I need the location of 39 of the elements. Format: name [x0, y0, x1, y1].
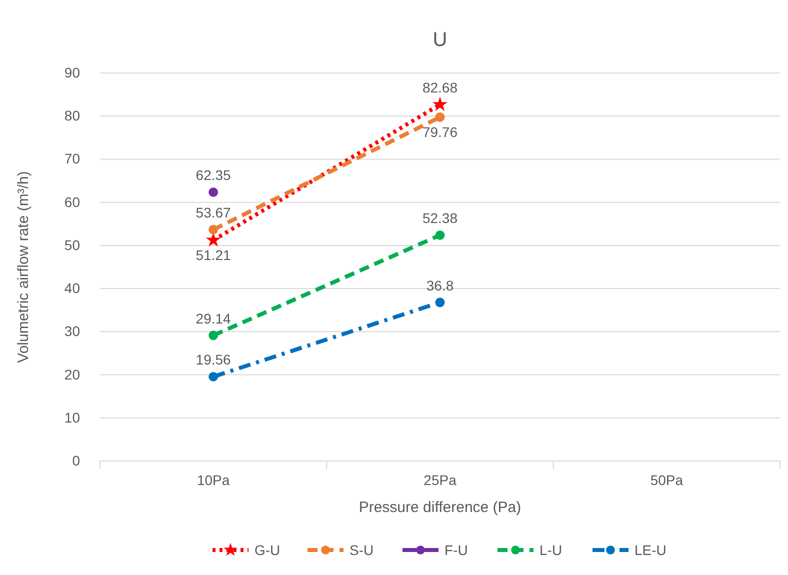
point [208, 187, 218, 197]
x-axis-title: Pressure difference (Pa) [358, 499, 522, 516]
y-tick-label: 30 [64, 323, 80, 340]
point [435, 298, 445, 308]
data-label: 36.8 [426, 277, 454, 294]
data-label: 82.68 [422, 80, 458, 96]
y-tick-label: 10 [64, 409, 80, 426]
y-tick-label: 0 [72, 452, 80, 468]
data-label: 53.67 [196, 204, 232, 221]
y-tick-label: 90 [64, 64, 80, 80]
data-label: 62.35 [196, 167, 232, 184]
legend-label: S-U [350, 542, 374, 558]
point [432, 96, 448, 111]
x-tick-label: 25Pa [424, 472, 457, 488]
point [206, 232, 221, 247]
y-tick-label: 40 [64, 280, 80, 296]
data-label: 79.76 [422, 124, 458, 140]
legend-label: F-U [444, 542, 468, 558]
y-tick-label: 50 [64, 236, 80, 253]
y-tick-label: 70 [64, 150, 80, 167]
legend-label: LE-U [634, 542, 666, 558]
point [435, 112, 445, 122]
point [208, 224, 218, 234]
point [435, 230, 445, 240]
data-label: 29.14 [196, 310, 232, 326]
chart-title: U [432, 29, 448, 51]
x-tick-label: 10Pa [196, 472, 230, 488]
y-tick-label: 80 [64, 108, 80, 124]
legend-label: G-U [254, 542, 280, 558]
data-label: 19.56 [196, 352, 232, 368]
y-tick-label: 20 [64, 366, 80, 382]
x-tick-label: 50Pa [650, 472, 684, 488]
data-label: 52.38 [422, 210, 458, 226]
y-tick-label: 60 [64, 194, 80, 210]
y-axis-title: Volumetric airflow rate (m³/h) [15, 171, 32, 363]
data-label: 51.21 [196, 247, 232, 264]
point [208, 330, 218, 340]
legend-label: L-U [540, 542, 562, 558]
point [208, 372, 218, 382]
